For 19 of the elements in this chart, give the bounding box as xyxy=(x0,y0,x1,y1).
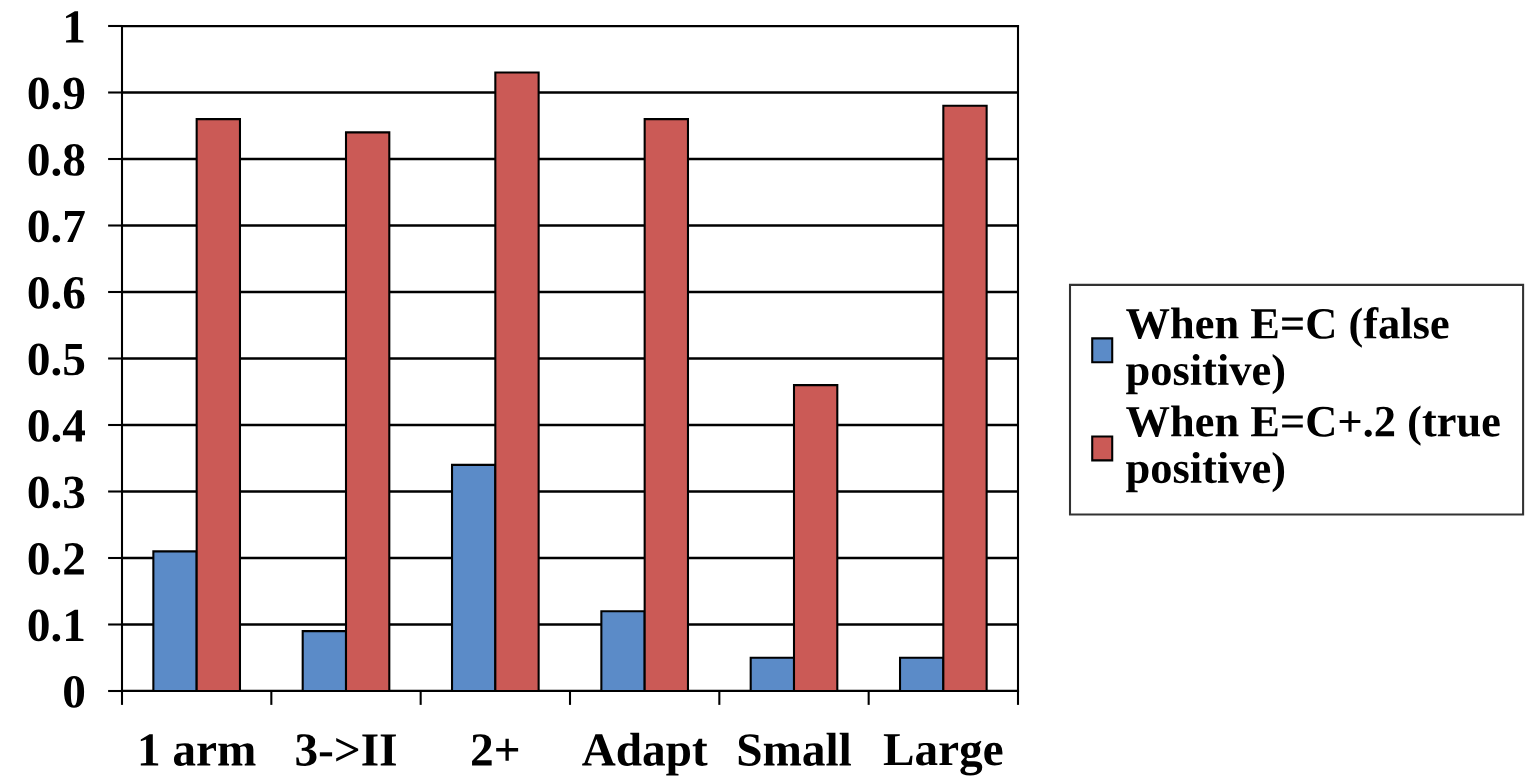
x-tick-label: 3->II xyxy=(296,734,396,766)
y-tick-label: 0.4 xyxy=(28,409,86,443)
y-tick-label: 0 xyxy=(64,675,85,708)
y-tick-label: 0.6 xyxy=(28,276,85,310)
y-tick-label: 1 xyxy=(66,11,84,43)
x-tick-label: 1 arm xyxy=(140,734,256,766)
y-tick-label: 0.7 xyxy=(28,210,85,243)
x-tick-label: Small xyxy=(738,732,851,766)
legend-label: When E=C (false positive) xyxy=(1126,307,1449,395)
y-tick-label: 0.1 xyxy=(28,609,84,642)
y-tick-label: 0.9 xyxy=(28,77,85,110)
y-tick-label: 0.2 xyxy=(28,542,84,576)
x-tick-label: Adapt xyxy=(582,732,708,776)
y-tick-label: 0.5 xyxy=(28,343,85,376)
x-tick-label: 2+ xyxy=(472,734,519,766)
x-tick-label: Large xyxy=(883,734,1003,776)
legend-label: When E=C+.2 (true positive) xyxy=(1126,405,1500,493)
y-tick-label: 0.3 xyxy=(28,476,85,509)
y-tick-label: 0.8 xyxy=(28,143,85,177)
